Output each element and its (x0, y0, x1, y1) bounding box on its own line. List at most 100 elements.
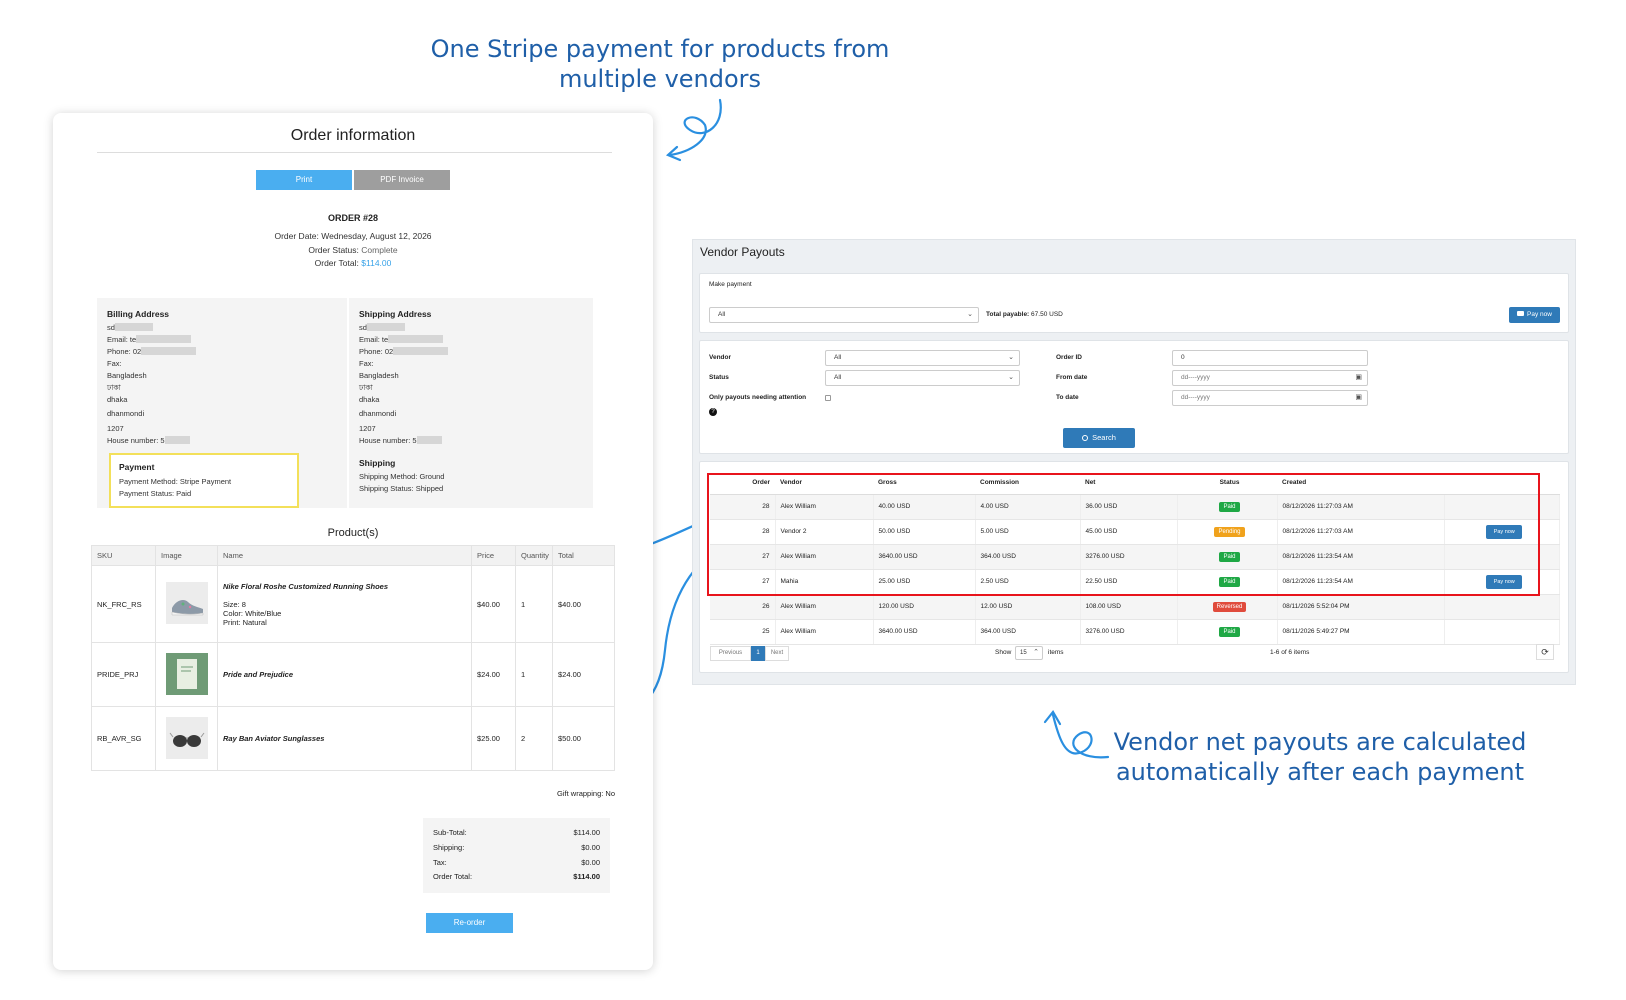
payout-net: 3276.00 USD (1080, 544, 1178, 570)
payout-created: 08/11/2026 5:49:27 PM (1277, 619, 1445, 645)
wallet-icon (1517, 311, 1525, 316)
payout-commission: 4.00 USD (975, 494, 1081, 520)
from-date-label: From date (1056, 374, 1088, 381)
page-size-select[interactable]: 15 ⌃ (1015, 646, 1043, 660)
shipping-address-heading: Shipping Address (359, 309, 432, 319)
payout-net: 108.00 USD (1080, 594, 1178, 620)
redacted-mask (141, 347, 197, 355)
payout-order: 28 (710, 494, 776, 520)
product-image-cell (155, 706, 218, 771)
search-button[interactable]: Search (1063, 428, 1135, 448)
col-net[interactable]: Net (1080, 472, 1177, 495)
billing-heading: Billing Address (107, 309, 170, 319)
pay-now-main-label: Pay now (1527, 311, 1552, 318)
payout-status-cell: Pending (1177, 519, 1278, 545)
payout-commission: 364.00 USD (975, 619, 1081, 645)
shipping-row: Shipping: $0.00 (433, 843, 600, 852)
subtotal-label: Sub-Total: (433, 828, 467, 837)
chevron-down-icon: ⌄ (1008, 374, 1014, 381)
redacted-mask (114, 323, 153, 331)
previous-page-button[interactable]: Previous (710, 646, 751, 661)
vendor-filter-select[interactable]: All ⌄ (825, 350, 1020, 366)
billing-state: ঢাকা (107, 383, 121, 392)
order-id-label: Order ID (1056, 354, 1083, 361)
attention-checkbox[interactable] (825, 395, 831, 401)
product-price: $40.00 (471, 565, 516, 643)
redacted-mask (366, 323, 405, 331)
pay-now-row-button[interactable]: Pay now (1486, 574, 1523, 589)
vendor-filter-value: All (834, 354, 842, 361)
product-price: $24.00 (471, 642, 516, 707)
product-name-cell: Nike Floral Roshe Customized Running Sho… (217, 565, 472, 643)
shipping-phone-text: Phone: 02 (359, 347, 394, 356)
shipping-fax: Fax: (359, 359, 374, 368)
reorder-button[interactable]: Re-order (426, 913, 513, 933)
payout-commission: 364.00 USD (975, 544, 1081, 570)
product-name: Pride and Prejudice (223, 670, 294, 679)
payout-gross: 3640.00 USD (873, 619, 976, 645)
payout-commission: 5.00 USD (975, 519, 1081, 545)
status-filter-select[interactable]: All ⌄ (825, 370, 1020, 386)
billing-phone-text: Phone: 02 (107, 347, 142, 356)
payout-created: 08/12/2026 11:23:54 AM (1277, 544, 1445, 570)
calendar-icon[interactable]: ▣ (1355, 374, 1362, 381)
payout-commission: 12.00 USD (975, 594, 1081, 620)
redacted-mask (393, 347, 449, 355)
top-callout: One Stripe payment for products from mul… (425, 34, 895, 94)
payout-status-cell: Paid (1177, 569, 1278, 595)
pay-now-row-button[interactable]: Pay now (1486, 524, 1523, 539)
pay-now-main-button[interactable]: Pay now (1509, 307, 1560, 323)
refresh-icon[interactable]: ⟳ (1536, 644, 1554, 660)
payment-vendor-select[interactable]: All ⌄ (709, 307, 979, 323)
shipping-country: Bangladesh (359, 371, 399, 380)
next-page-button[interactable]: Next (765, 646, 789, 661)
col-commission[interactable]: Commission (975, 472, 1080, 495)
total-payable-label: Total payable: (986, 311, 1030, 318)
payout-action-cell (1444, 494, 1560, 520)
product-total: $50.00 (552, 706, 615, 771)
vendor-payouts-title: Vendor Payouts (700, 245, 785, 259)
payout-status-cell: Paid (1177, 544, 1278, 570)
col-status[interactable]: Status (1177, 472, 1277, 495)
total-payable: Total payable: 67.50 USD (986, 311, 1063, 318)
payout-vendor: Alex William (775, 594, 874, 620)
col-vendor[interactable]: Vendor (775, 472, 873, 495)
show-label: Show (995, 649, 1012, 656)
product-attr: Color: White/Blue (223, 608, 282, 618)
payout-status-cell: Paid (1177, 494, 1278, 520)
title-divider (97, 152, 612, 153)
col-total: Total (552, 545, 615, 566)
product-attr: Print: Natural (223, 617, 267, 627)
billing-email: Email: te (107, 335, 192, 344)
order-title: Order information (290, 127, 416, 144)
col-name: Name (217, 545, 472, 566)
shipping-cost-label: Shipping: (433, 843, 465, 852)
col-sku: SKU (91, 545, 156, 566)
payout-gross: 50.00 USD (873, 519, 976, 545)
billing-house-text: House number: 5 (107, 436, 165, 445)
col-created[interactable]: Created (1277, 472, 1444, 495)
pdf-invoice-button[interactable]: PDF Invoice (354, 170, 450, 190)
product-sku: PRIDE_PRJ (91, 642, 156, 707)
shipping-method: Shipping Method: Ground (359, 472, 445, 481)
billing-phone: Phone: 02 (107, 347, 197, 356)
payment-box: Payment Payment Method: Stripe Payment P… (109, 453, 299, 508)
subtotal-row: Sub-Total: $114.00 (433, 828, 600, 837)
calendar-icon[interactable]: ▣ (1355, 394, 1362, 401)
to-date-input[interactable]: dd----yyyy ▣ (1172, 390, 1368, 406)
vendor-payouts-window: Vendor Payouts Make payment All ⌄ Total p… (692, 239, 1576, 685)
from-date-input[interactable]: dd----yyyy ▣ (1172, 370, 1368, 386)
order-id-input[interactable]: 0 (1172, 350, 1368, 366)
shipping-status: Shipping Status: Shipped (359, 484, 444, 493)
print-button[interactable]: Print (256, 170, 352, 190)
help-icon[interactable]: ? (709, 408, 717, 416)
order-number: ORDER #28 (327, 213, 379, 223)
page-1-button[interactable]: 1 (751, 646, 765, 661)
billing-fax: Fax: (107, 359, 122, 368)
col-order[interactable]: Order (710, 472, 775, 495)
col-gross[interactable]: Gross (873, 472, 975, 495)
attention-label: Only payouts needing attention (709, 394, 807, 401)
product-price: $25.00 (471, 706, 516, 771)
bottom-callout: Vendor net payouts are calculated automa… (1110, 727, 1530, 787)
billing-zip: 1207 (107, 424, 124, 433)
